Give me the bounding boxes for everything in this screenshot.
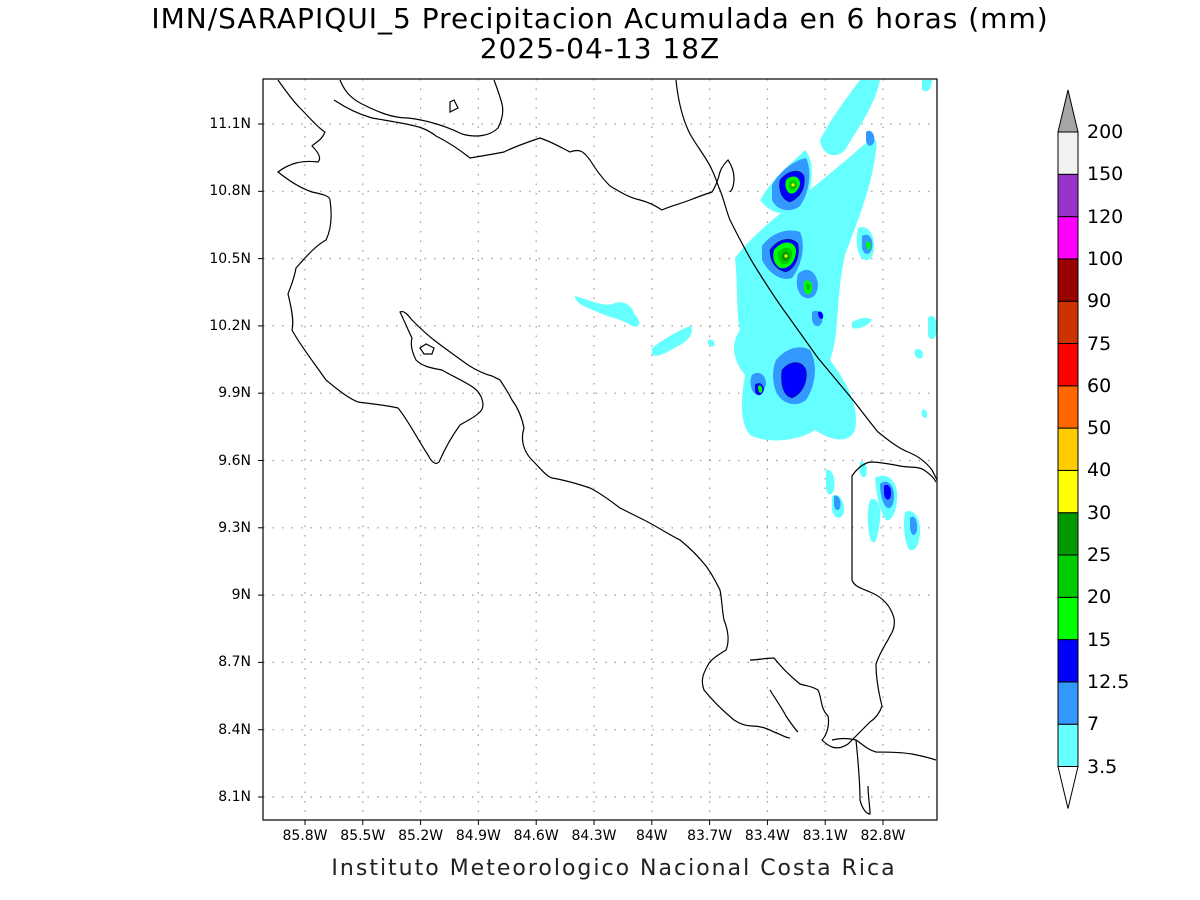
ometepe-island bbox=[449, 99, 459, 113]
lon-label: 84.6W bbox=[513, 828, 559, 844]
colorbar-swatch bbox=[1057, 469, 1079, 514]
nicaragua-costa-rica-border bbox=[333, 99, 735, 211]
colorbar bbox=[1057, 89, 1079, 809]
precip-area bbox=[914, 349, 923, 359]
precip-area bbox=[652, 326, 692, 356]
lat-label: 11.1N bbox=[209, 116, 251, 132]
lat-label: 8.7N bbox=[218, 654, 251, 671]
colorbar-label: 12.5 bbox=[1087, 670, 1130, 693]
colorbar-swatch bbox=[1057, 385, 1079, 429]
colorbar-label: 150 bbox=[1087, 163, 1124, 186]
map-subtitle: 2025-04-13 18Z bbox=[479, 32, 721, 65]
colorbar-label: 200 bbox=[1087, 121, 1124, 143]
lon-label: 83.7W bbox=[687, 828, 733, 844]
colorbar-label: 90 bbox=[1087, 290, 1112, 313]
precip-area bbox=[921, 409, 928, 418]
colorbar-swatch bbox=[1057, 343, 1079, 387]
colorbar-max-arrow bbox=[1057, 89, 1079, 133]
colorbar-label: 15 bbox=[1087, 628, 1112, 651]
map-frame bbox=[262, 78, 938, 821]
osa-peninsula bbox=[749, 461, 937, 749]
lon-label: 84.9W bbox=[455, 828, 501, 844]
colorbar-swatch bbox=[1057, 300, 1079, 345]
precip-area bbox=[575, 296, 640, 327]
colorbar-label: 25 bbox=[1087, 544, 1112, 566]
precip-area bbox=[866, 130, 875, 146]
colorbar-label: 30 bbox=[1087, 501, 1112, 524]
lon-label: 85.8W bbox=[282, 828, 328, 844]
colorbar-swatch bbox=[1057, 723, 1079, 768]
lon-label: 84.3W bbox=[571, 828, 617, 844]
colorbar-label: 40 bbox=[1087, 459, 1112, 482]
lat-label: 10.8N bbox=[209, 183, 251, 200]
colorbar-swatch bbox=[1057, 596, 1079, 641]
lat-label: 8.1N bbox=[218, 789, 251, 805]
precip-contour bbox=[779, 170, 805, 203]
colorbar-label: 50 bbox=[1087, 417, 1112, 440]
axis-ticks bbox=[258, 123, 884, 825]
lat-label: 10.2N bbox=[209, 317, 251, 334]
golfo-dulce bbox=[769, 689, 799, 733]
precip-area bbox=[866, 241, 871, 250]
credit-text: Instituto Meteorologico Nacional Costa R… bbox=[331, 856, 897, 881]
colorbar-swatch bbox=[1057, 173, 1079, 218]
lake-nicaragua-shore bbox=[339, 79, 504, 137]
lon-label: 82.8W bbox=[860, 828, 906, 844]
colorbar-label: 120 bbox=[1087, 205, 1124, 228]
precip-area bbox=[826, 469, 835, 495]
caribbean-coast bbox=[675, 79, 937, 481]
nicaragua-border bbox=[277, 79, 791, 739]
colorbar-swatch bbox=[1057, 427, 1079, 471]
colorbar-swatch bbox=[1057, 258, 1079, 302]
colorbar-label: 100 bbox=[1087, 247, 1124, 270]
colorbar-swatch bbox=[1057, 554, 1079, 598]
colorbar-swatch bbox=[1057, 131, 1079, 175]
precip-area bbox=[910, 516, 918, 536]
colorbar-label: 60 bbox=[1087, 374, 1112, 397]
precip-peak bbox=[784, 254, 788, 258]
precip-area bbox=[707, 339, 715, 347]
lat-label: 9.6N bbox=[218, 452, 251, 469]
colorbar-min-arrow bbox=[1057, 766, 1079, 809]
precip-area bbox=[928, 315, 937, 340]
precipitation-field bbox=[575, 80, 937, 551]
precip-area bbox=[758, 385, 763, 393]
precip-peak bbox=[791, 183, 795, 187]
colorbar-label: 3.5 bbox=[1087, 755, 1118, 778]
precip-area bbox=[781, 362, 807, 398]
colorbar-swatch bbox=[1057, 639, 1079, 683]
colorbar-swatch bbox=[1057, 681, 1079, 725]
lon-label: 85.5W bbox=[340, 828, 386, 844]
precip-contour bbox=[781, 362, 807, 399]
colorbar-label: 20 bbox=[1087, 586, 1112, 609]
precip-area bbox=[867, 498, 881, 543]
precip-area bbox=[834, 495, 841, 511]
colorbar-label: 7 bbox=[1087, 713, 1100, 736]
precip-area bbox=[852, 317, 872, 329]
precip-area bbox=[806, 283, 811, 291]
precip-contour bbox=[769, 238, 799, 273]
precip-area bbox=[884, 484, 892, 500]
lon-label: 83.1W bbox=[802, 828, 848, 844]
panama-coast bbox=[831, 737, 937, 761]
precip-area bbox=[820, 80, 880, 156]
lat-label: 9.9N bbox=[218, 385, 251, 402]
map-title: IMN/SARAPIQUI_5 Precipitacion Acumulada … bbox=[151, 2, 1049, 35]
lon-label: 85.2W bbox=[398, 828, 444, 844]
lon-label: 84W bbox=[635, 828, 668, 844]
colorbar-label: 75 bbox=[1087, 332, 1112, 355]
lat-label: 10.5N bbox=[209, 250, 251, 267]
colorbar-swatch bbox=[1057, 216, 1079, 260]
lat-label: 9N bbox=[231, 587, 251, 604]
panama-border-south bbox=[855, 739, 871, 815]
precip-area bbox=[818, 311, 824, 319]
lon-label: 83.4W bbox=[744, 828, 790, 844]
coastlines bbox=[277, 79, 937, 815]
colorbar-swatch bbox=[1057, 512, 1079, 556]
lat-label: 9.3N bbox=[218, 519, 251, 536]
lat-label: 8.4N bbox=[218, 721, 251, 738]
precip-area bbox=[922, 80, 932, 92]
gulf-island bbox=[419, 343, 435, 355]
